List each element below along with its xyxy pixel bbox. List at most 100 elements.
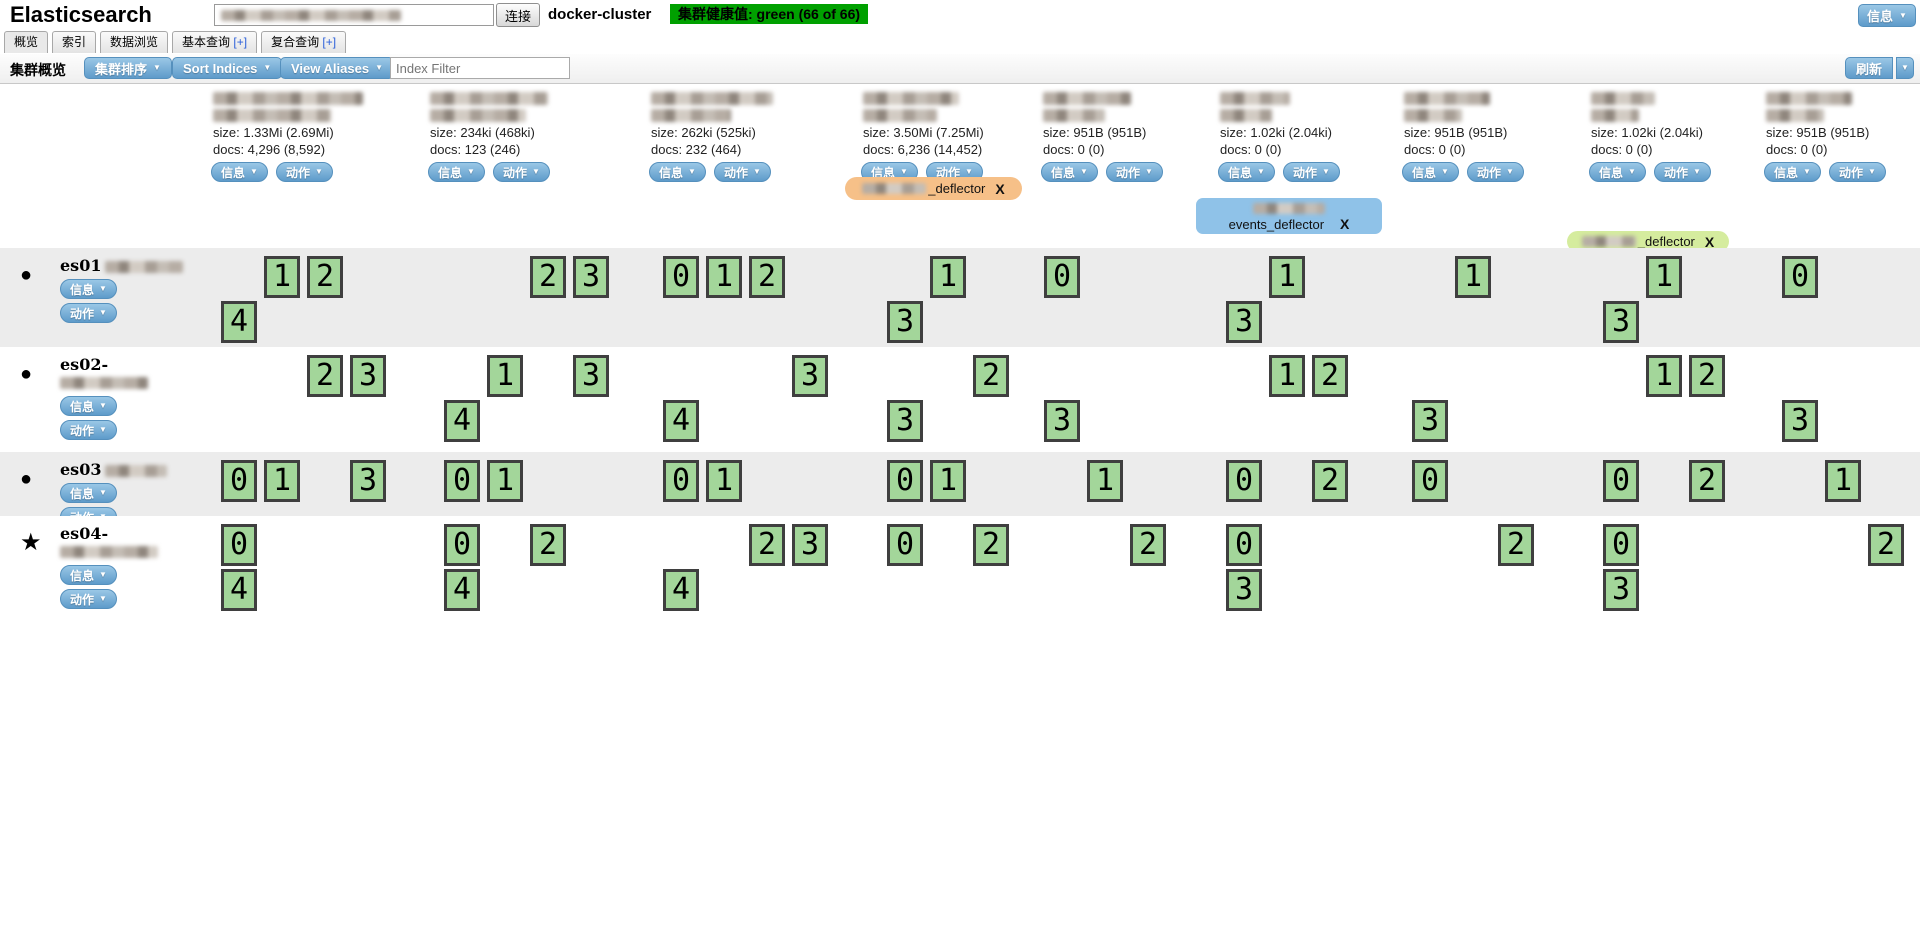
tab-label: 数据浏览: [110, 35, 159, 49]
blurred-text: [863, 92, 959, 106]
chevron-down-icon: ▼: [99, 488, 107, 497]
blurred-text: [862, 183, 927, 194]
index-buttons: 信息 ▼ 动作 ▼: [649, 162, 838, 183]
index-header-band: size: 1.33Mi (2.69Mi) docs: 4,296 (8,592)…: [0, 84, 1920, 252]
index-info-button[interactable]: 信息 ▼: [428, 162, 485, 183]
alias-name: _deflector: [1637, 234, 1695, 249]
node-actions-button[interactable]: 动作 ▼: [60, 303, 117, 323]
alias-close-icon[interactable]: X: [1340, 216, 1350, 232]
index-info-button[interactable]: 信息 ▼: [1402, 162, 1459, 183]
node-label-body: es01 信息 ▼ 动作 ▼: [60, 256, 184, 323]
sort-indices-button[interactable]: Sort Indices ▼: [172, 57, 283, 79]
view-aliases-button[interactable]: View Aliases ▼: [280, 57, 394, 79]
alias-close-icon[interactable]: X: [1704, 233, 1715, 250]
refresh-button[interactable]: 刷新: [1845, 57, 1894, 79]
index-filter-input[interactable]: [390, 57, 570, 79]
node-label-body: es04- 信息 ▼ 动作 ▼: [60, 524, 158, 609]
index-info-button[interactable]: 信息 ▼: [1764, 162, 1821, 183]
index-actions-button[interactable]: 动作 ▼: [713, 162, 771, 183]
index-actions-button[interactable]: 动作 ▼: [492, 162, 550, 183]
node-info-button[interactable]: 信息 ▼: [60, 565, 117, 585]
shard-box: 1: [1269, 256, 1305, 298]
tab-概览[interactable]: 概览: [4, 31, 49, 53]
refresh-label: 刷新: [1856, 61, 1883, 77]
index-docs: docs: 123 (246): [430, 142, 521, 158]
node-actions-button-label: 动作: [70, 306, 95, 321]
blurred-text: [430, 92, 548, 106]
connect-button[interactable]: 连接: [496, 3, 541, 27]
shard-box: 0: [1603, 460, 1639, 502]
tab-数据浏览[interactable]: 数据浏览: [100, 31, 169, 53]
blurred-text: [213, 92, 363, 106]
cluster-name: docker-cluster: [548, 6, 652, 23]
node-actions-button[interactable]: 动作 ▼: [60, 420, 117, 440]
shard-box: 0: [663, 256, 699, 298]
shard-box: 2: [749, 524, 785, 566]
index-info-button[interactable]: 信息 ▼: [1041, 162, 1098, 183]
alias-close-icon[interactable]: X: [995, 180, 1005, 197]
node-dot-icon: ●: [20, 264, 33, 286]
alias-tag[interactable]: _deflector X: [845, 177, 1022, 200]
node-actions-button-label: 动作: [70, 592, 95, 607]
index-info-button[interactable]: 信息 ▼: [211, 162, 268, 183]
chevron-down-icon: ▼: [99, 308, 107, 317]
index-size: size: 234ki (468ki): [430, 125, 535, 141]
node-info-button[interactable]: 信息 ▼: [60, 483, 117, 503]
node-info-button[interactable]: 信息 ▼: [60, 396, 117, 416]
node-row: ★ es04- 信息 ▼ 动作 ▼ 0 4 0 2 4 2 3 4 0 2 2 0 3 2 0 3 2: [0, 516, 1920, 622]
blurred-text: [430, 109, 526, 123]
cluster-health-badge: 集群健康值: green (66 of 66): [670, 4, 869, 24]
shard-box: 1: [930, 256, 966, 298]
blurred-text: [651, 109, 731, 123]
node-info-button[interactable]: 信息 ▼: [60, 279, 117, 299]
shard-box: 4: [221, 569, 257, 611]
index-actions-button[interactable]: 动作 ▼: [1466, 162, 1524, 183]
chevron-down-icon: ▼: [1899, 10, 1907, 20]
blurred-index-name: [430, 107, 617, 123]
blurred-index-name: [863, 90, 1050, 106]
shard-box: 0: [444, 460, 480, 502]
index-actions-button[interactable]: 动作 ▼: [1653, 162, 1711, 183]
shard-box: 0: [887, 460, 923, 502]
tab-索引[interactable]: 索引: [52, 31, 97, 53]
node-actions-button[interactable]: 动作 ▼: [60, 589, 117, 609]
index-size: size: 1.02ki (2.04ki): [1591, 125, 1703, 141]
shard-box: 1: [1646, 256, 1682, 298]
node-label-body: es02- 信息 ▼ 动作 ▼: [60, 355, 148, 440]
blurred-index-name: [651, 90, 838, 106]
index-docs: docs: 0 (0): [1220, 142, 1282, 158]
index-docs: docs: 6,236 (14,452): [863, 142, 983, 158]
shard-box: 3: [573, 256, 609, 298]
blurred-text: [1766, 92, 1852, 106]
index-column-header: size: 1.02ki (2.04ki) docs: 0 (0) 信息 ▼ 动作 ▼: [1583, 88, 1778, 183]
index-info-button[interactable]: 信息 ▼: [1218, 162, 1275, 183]
info-dropdown-button[interactable]: 信息 ▼: [1858, 4, 1916, 27]
index-actions-button-label: 动作: [1838, 165, 1863, 180]
alias-tag[interactable]: events_deflector X: [1196, 198, 1382, 234]
connection-url-input[interactable]: [214, 4, 494, 26]
index-actions-button[interactable]: 动作 ▼: [1828, 162, 1886, 183]
index-column-header: size: 234ki (468ki) docs: 123 (246) 信息 ▼ 动作 ▼: [422, 88, 617, 183]
alias-tag[interactable]: _deflector X: [1567, 231, 1729, 252]
tab-复合查询[interactable]: 复合查询 [+]: [261, 31, 347, 53]
index-actions-button[interactable]: 动作 ▼: [275, 162, 333, 183]
tab-label: 基本查询: [182, 35, 231, 49]
index-actions-button[interactable]: 动作 ▼: [1105, 162, 1163, 183]
index-buttons: 信息 ▼ 动作 ▼: [428, 162, 617, 183]
index-size: size: 1.02ki (2.04ki): [1220, 125, 1332, 141]
shard-box: 3: [792, 355, 828, 397]
tab-基本查询[interactable]: 基本查询 [+]: [172, 31, 258, 53]
shard-box: 2: [1312, 355, 1348, 397]
index-actions-button[interactable]: 动作 ▼: [1282, 162, 1340, 183]
index-column-header: size: 951B (951B) docs: 0 (0) 信息 ▼ 动作 ▼: [1035, 88, 1230, 183]
chevron-down-icon: ▼: [1080, 167, 1088, 177]
refresh-dropdown-button[interactable]: ▼: [1896, 57, 1914, 79]
top-bar: Elasticsearch 连接 docker-cluster 集群健康值: g…: [0, 0, 1920, 32]
chevron-down-icon: ▼: [1144, 167, 1153, 177]
shard-box: 1: [1087, 460, 1123, 502]
index-info-button[interactable]: 信息 ▼: [649, 162, 706, 183]
sort-cluster-button[interactable]: 集群排序 ▼: [84, 57, 172, 79]
index-info-button[interactable]: 信息 ▼: [1589, 162, 1646, 183]
shard-box: 2: [1689, 460, 1725, 502]
blurred-text: [105, 464, 168, 477]
